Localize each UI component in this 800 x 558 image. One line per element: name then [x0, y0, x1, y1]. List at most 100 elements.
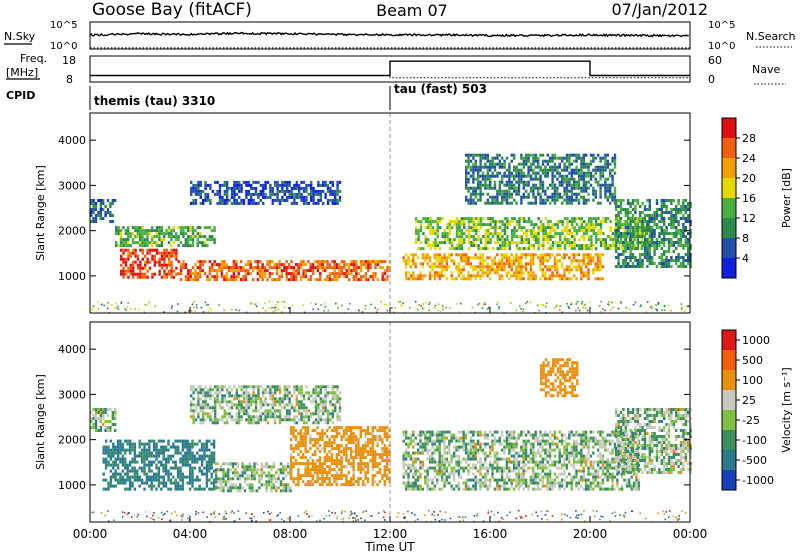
data-cell	[129, 482, 131, 485]
data-cell	[687, 256, 689, 259]
data-cell	[523, 220, 525, 223]
data-cell	[334, 266, 336, 269]
data-cell	[468, 241, 470, 244]
data-cell	[107, 452, 109, 455]
data-cell	[554, 268, 556, 271]
data-cell	[269, 275, 271, 278]
data-cell	[412, 277, 414, 280]
data-cell	[624, 223, 626, 226]
data-cell	[104, 211, 106, 214]
data-cell	[248, 385, 250, 388]
data-cell	[244, 480, 246, 483]
data-cell	[219, 403, 221, 406]
data-cell	[537, 187, 539, 190]
data-cell	[367, 269, 369, 272]
data-cell	[189, 449, 191, 452]
data-cell	[170, 276, 172, 279]
data-cell	[646, 208, 648, 211]
data-cell	[446, 277, 448, 280]
data-cell	[566, 220, 568, 223]
data-cell	[525, 220, 527, 223]
data-cell	[571, 178, 573, 181]
data-cell	[491, 172, 493, 175]
data-cell	[653, 220, 655, 223]
data-cell	[627, 244, 629, 247]
data-cell	[206, 226, 208, 229]
data-cell	[298, 403, 300, 406]
data-cell	[417, 229, 419, 232]
data-cell	[300, 403, 302, 406]
data-cell	[300, 418, 302, 421]
data-cell	[649, 235, 651, 238]
data-cell	[510, 302, 512, 304]
data-cell	[233, 278, 235, 281]
data-cell	[291, 187, 293, 190]
data-cell	[339, 196, 341, 199]
data-cell	[675, 235, 677, 238]
data-cell	[124, 452, 126, 455]
data-cell	[206, 470, 208, 473]
data-cell	[568, 157, 570, 160]
data-cell	[302, 263, 304, 266]
data-cell	[166, 276, 168, 279]
data-cell	[194, 275, 196, 278]
data-cell	[617, 232, 619, 235]
data-cell	[225, 474, 227, 477]
data-cell	[456, 235, 458, 238]
data-cell	[227, 486, 229, 489]
data-cell	[303, 406, 305, 409]
data-cell	[231, 400, 233, 403]
data-cell	[441, 259, 443, 262]
data-cell	[465, 166, 467, 169]
data-cell	[208, 311, 210, 313]
data-cell	[92, 307, 94, 309]
data-cell	[511, 241, 513, 244]
data-cell	[504, 244, 506, 247]
data-cell	[244, 468, 246, 471]
data-cell	[656, 226, 658, 229]
data-cell	[458, 235, 460, 238]
data-cell	[506, 262, 508, 265]
data-cell	[456, 217, 458, 220]
data-cell	[221, 406, 223, 409]
data-cell	[611, 157, 613, 160]
data-cell	[530, 175, 532, 178]
data-cell	[677, 241, 679, 244]
data-cell	[129, 446, 131, 449]
data-cell	[503, 199, 505, 202]
data-cell	[209, 202, 211, 205]
data-cell	[427, 238, 429, 241]
data-cell	[477, 247, 479, 250]
data-cell	[506, 196, 508, 199]
data-cell	[129, 461, 131, 464]
data-cell	[288, 190, 290, 193]
data-cell	[542, 271, 544, 274]
data-cell	[675, 211, 677, 214]
data-cell	[206, 461, 208, 464]
data-cell	[427, 223, 429, 226]
data-cell	[303, 418, 305, 421]
data-cell	[190, 400, 192, 403]
data-cell	[533, 238, 535, 241]
data-cell	[245, 388, 247, 391]
data-cell	[365, 266, 367, 269]
data-cell	[535, 199, 537, 202]
data-cell	[353, 260, 355, 263]
data-cell	[516, 235, 518, 238]
data-cell	[487, 184, 489, 187]
data-cell	[614, 238, 616, 241]
data-cell	[547, 253, 549, 256]
data-cell	[233, 187, 235, 190]
data-cell	[665, 226, 667, 229]
data-cell	[110, 485, 112, 488]
data-cell	[236, 391, 238, 394]
data-cell	[226, 196, 228, 199]
data-cell	[592, 187, 594, 190]
data-cell	[590, 238, 592, 241]
data-cell	[298, 196, 300, 199]
colorbar-swatch	[722, 218, 736, 238]
data-cell	[92, 217, 94, 220]
data-cell	[324, 409, 326, 412]
colorbar-swatch	[722, 118, 736, 138]
data-cell	[192, 235, 194, 238]
